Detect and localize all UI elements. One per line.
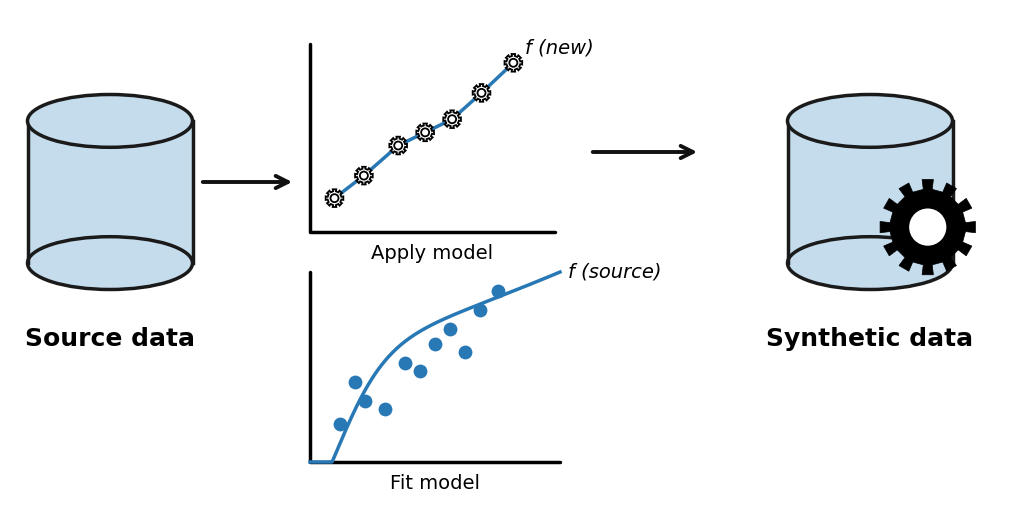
Polygon shape [355,167,373,184]
Polygon shape [473,84,490,102]
Circle shape [477,89,485,97]
Circle shape [421,129,429,136]
Point [457,348,473,356]
Polygon shape [880,179,976,275]
Text: f (source): f (source) [568,262,662,281]
Ellipse shape [787,237,952,289]
Ellipse shape [28,237,193,289]
Point [377,404,393,413]
Circle shape [359,172,368,180]
Polygon shape [505,54,522,72]
Point [397,359,414,367]
Text: f (new): f (new) [525,39,594,58]
Ellipse shape [787,95,952,147]
Point [472,306,488,314]
Circle shape [394,141,402,150]
Point [489,287,506,295]
Point [412,367,428,375]
Text: Apply model: Apply model [372,244,494,263]
Point [441,325,458,333]
Polygon shape [417,123,434,141]
Polygon shape [443,111,461,128]
Text: Fit model: Fit model [390,474,480,493]
Text: Synthetic data: Synthetic data [766,327,974,351]
Point [332,420,348,428]
Ellipse shape [28,95,193,147]
Bar [28,121,193,263]
Polygon shape [326,189,343,207]
Circle shape [449,115,456,123]
Circle shape [509,59,517,67]
Point [427,340,443,348]
Bar [787,121,952,263]
Circle shape [907,207,948,247]
Point [347,378,364,386]
Circle shape [331,194,339,202]
Point [356,397,373,406]
Text: Source data: Source data [25,327,195,351]
Polygon shape [389,137,407,154]
